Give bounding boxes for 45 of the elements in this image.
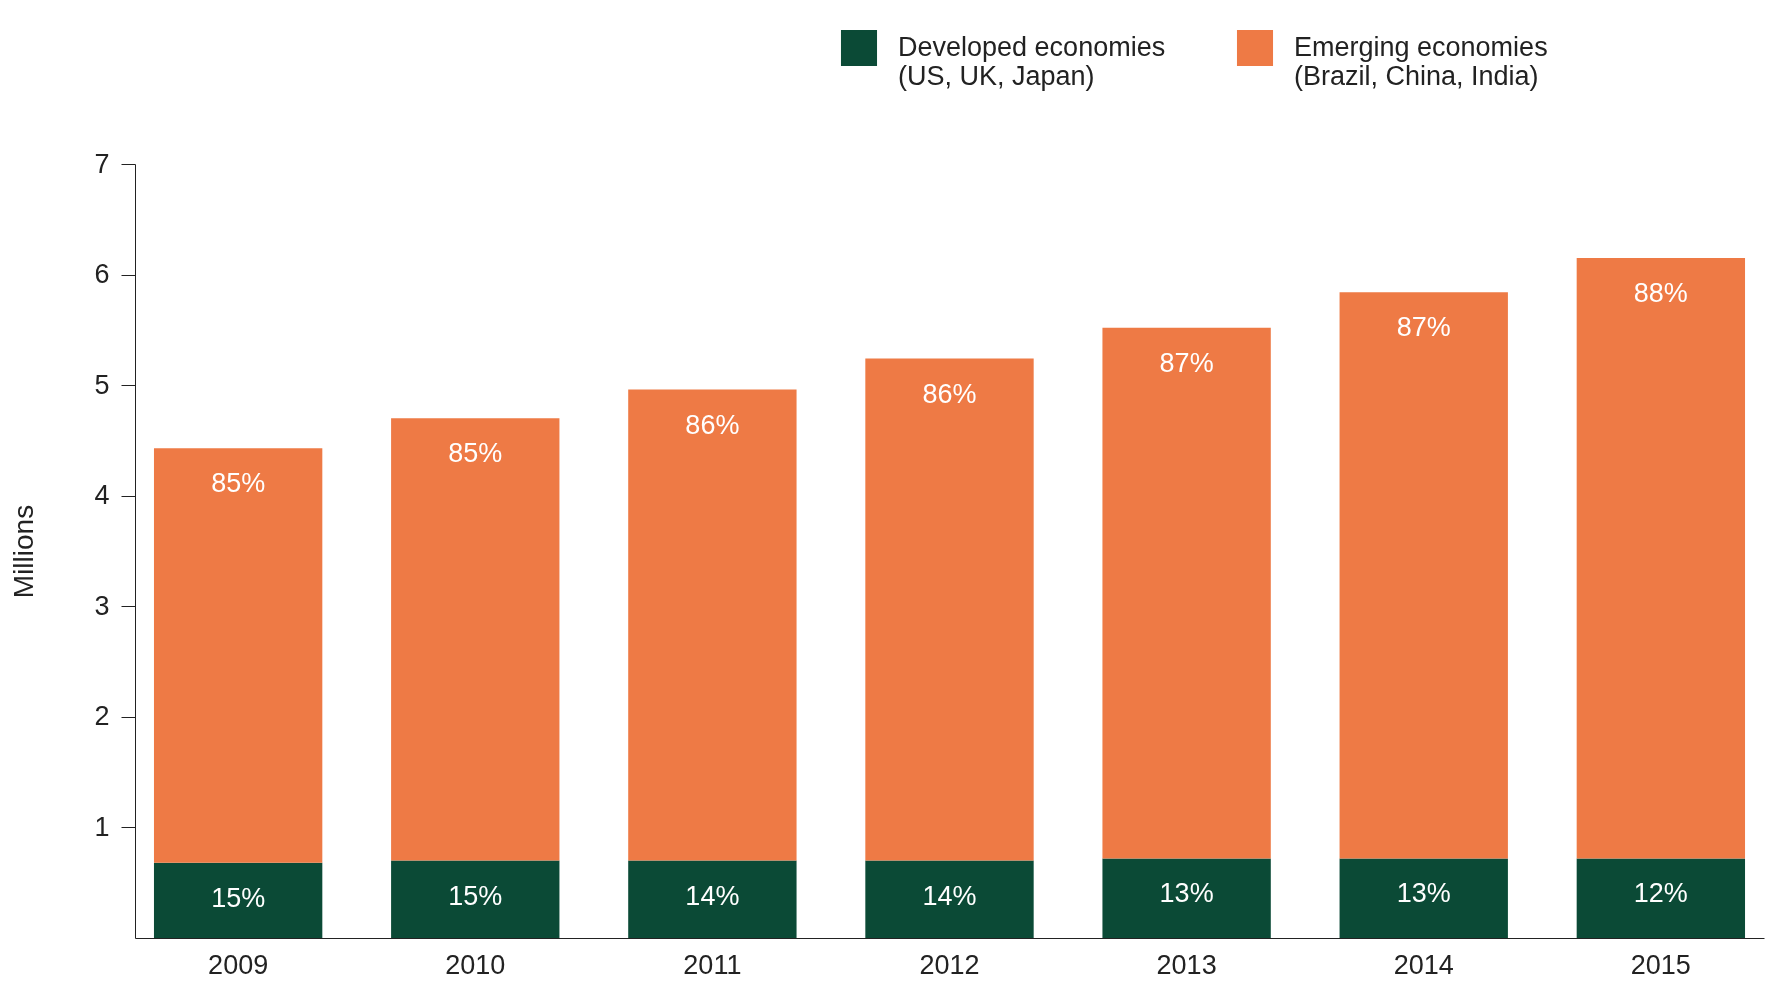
y-tick-label: 3	[94, 590, 110, 621]
y-tick-label: 6	[94, 259, 110, 290]
annotation: 85%	[448, 438, 503, 469]
annotation: 14%	[922, 880, 977, 911]
bar	[391, 860, 560, 938]
bar	[153, 862, 323, 938]
annotation: 87%	[1159, 347, 1214, 378]
bar	[628, 860, 797, 938]
bar	[1576, 858, 1746, 938]
annotation: 85%	[211, 468, 266, 499]
bar	[1576, 257, 1746, 859]
x-tick-label: 2012	[919, 949, 980, 980]
annotation: 15%	[448, 880, 503, 911]
y-tick-label: 4	[94, 480, 110, 511]
annotation: 15%	[211, 882, 266, 913]
annotation: 14%	[685, 880, 740, 911]
x-tick-label: 2015	[1630, 949, 1691, 980]
bar	[1102, 327, 1271, 859]
annotation: 87%	[1396, 312, 1451, 343]
bar	[391, 418, 560, 861]
bar	[153, 448, 323, 863]
y-tick-label: 7	[94, 148, 110, 179]
annotation: 86%	[685, 409, 740, 440]
y-tick-label: 2	[94, 701, 110, 732]
annotation: 88%	[1633, 277, 1688, 308]
x-tick-label: 2009	[208, 949, 269, 980]
x-tick-label: 2010	[445, 949, 506, 980]
annotation: 13%	[1159, 878, 1214, 909]
bar	[865, 860, 1034, 938]
y-tick-label: 1	[94, 811, 110, 842]
annotation: 86%	[922, 378, 977, 409]
y-tick-label: 5	[94, 369, 110, 400]
y-axis-title: Millions	[8, 504, 40, 599]
bar	[628, 389, 797, 861]
legend-label: Emerging economies (Brazil, China, India)	[1294, 32, 1548, 91]
x-tick-label: 2013	[1156, 949, 1217, 980]
bar	[1339, 858, 1508, 938]
annotation: 12%	[1633, 878, 1688, 909]
x-tick-label: 2014	[1393, 949, 1454, 980]
bar	[1339, 292, 1508, 859]
annotation: 13%	[1396, 878, 1451, 909]
x-tick-label: 2011	[683, 949, 742, 980]
bar	[865, 358, 1034, 861]
legend-label: Developed economies (US, UK, Japan)	[898, 32, 1166, 91]
bar	[1102, 858, 1271, 938]
